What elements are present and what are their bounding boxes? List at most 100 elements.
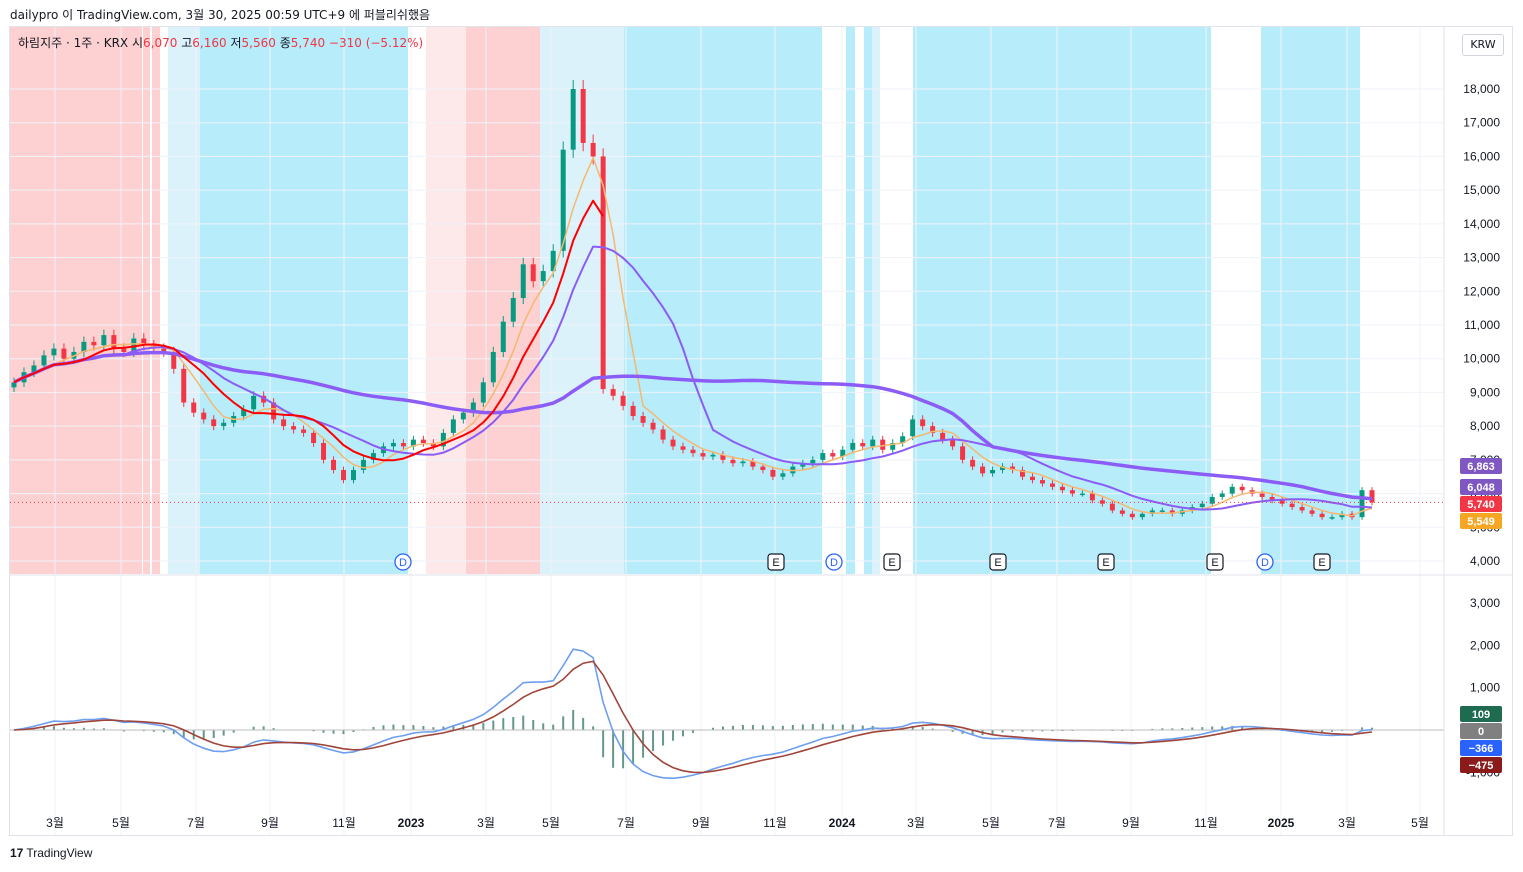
candle: [400, 443, 406, 447]
candle: [960, 446, 966, 460]
change-value: −310 (−5.12%): [328, 36, 424, 50]
price-tick-label: 4,000: [1470, 554, 1500, 568]
symbol-name[interactable]: 하림지주 · 1주 · KRX: [18, 36, 129, 50]
candle: [301, 429, 307, 433]
candle: [1000, 466, 1006, 470]
candle: [1159, 510, 1165, 512]
candle: [291, 426, 297, 430]
time-tick-label: 2025: [1268, 816, 1295, 830]
candle: [1119, 510, 1125, 514]
close-last-label-box: [1460, 496, 1502, 512]
candle: [191, 402, 197, 413]
candle: [610, 389, 616, 396]
candle: [490, 351, 496, 383]
high-label: 고: [181, 36, 193, 50]
candle: [141, 338, 147, 346]
dividend-marker-icon: [825, 553, 843, 571]
background-band: [152, 27, 160, 574]
time-tick-label: 5월: [982, 816, 1000, 830]
candle: [780, 473, 786, 477]
ma-red-line: [13, 199, 604, 462]
time-tick-label: 9월: [1122, 816, 1140, 830]
candle: [1129, 513, 1135, 518]
candle: [1149, 510, 1155, 514]
candle: [1139, 513, 1145, 518]
time-tick-label: 5월: [542, 816, 560, 830]
candle: [1369, 490, 1375, 503]
signal-line: [13, 660, 1373, 774]
candle: [1229, 486, 1235, 494]
candle: [690, 449, 696, 454]
signal-last-label-box: [1460, 757, 1502, 773]
candle: [890, 443, 896, 450]
candle: [750, 461, 756, 467]
macd-tick-label: 2,000: [1470, 638, 1500, 652]
candle: [510, 298, 516, 322]
candle: [101, 335, 107, 346]
candle: [530, 264, 536, 282]
close-label: 종: [279, 36, 291, 50]
candle: [810, 459, 816, 464]
candle: [251, 395, 257, 410]
time-tick-label: 7월: [617, 816, 635, 830]
currency-button[interactable]: KRW: [1462, 34, 1504, 56]
candle: [1109, 503, 1115, 511]
candle: [131, 338, 137, 352]
candle: [590, 142, 596, 157]
footer-brand[interactable]: 17 TradingView: [10, 846, 92, 860]
candle: [161, 348, 167, 352]
macd-last-label-box: [1460, 740, 1502, 756]
candle: [710, 454, 716, 457]
candle: [1039, 480, 1045, 484]
candle: [430, 443, 436, 447]
event-marker-label: E: [888, 557, 895, 569]
candle: [480, 382, 486, 403]
candle: [500, 321, 506, 352]
time-tick-label: 7월: [1048, 816, 1066, 830]
event-marker-label: E: [1318, 557, 1325, 569]
candle: [420, 439, 426, 443]
candle: [860, 443, 866, 447]
candle: [11, 382, 17, 388]
candle: [121, 348, 127, 352]
candle: [460, 412, 466, 420]
candle: [440, 432, 446, 447]
candle: [840, 449, 846, 457]
macd-tick-label: 1,000: [1470, 681, 1500, 695]
candle: [1269, 496, 1275, 501]
candle: [560, 149, 566, 251]
candle: [311, 432, 317, 443]
candle: [680, 446, 686, 450]
candle: [730, 459, 736, 464]
candle: [410, 439, 416, 447]
candle: [181, 368, 187, 403]
price-tick-label: 17,000: [1463, 116, 1500, 130]
candle: [950, 439, 956, 447]
candle: [271, 402, 277, 420]
background-band: [168, 27, 200, 574]
candle: [171, 351, 177, 369]
time-tick-label: 3월: [46, 816, 64, 830]
candle: [111, 335, 117, 349]
background-band: [143, 27, 150, 574]
background-band: [10, 27, 142, 574]
candle: [990, 469, 996, 474]
candle: [331, 459, 337, 470]
candle: [1309, 510, 1315, 514]
candle: [1329, 517, 1335, 519]
high-value: 6,160: [192, 36, 227, 50]
symbol-legend: 하림지주 · 1주 · KRX 시6,070 고6,160 저5,560 종5,…: [18, 34, 423, 51]
candle: [830, 453, 836, 457]
candle: [660, 429, 666, 440]
price-tick-label: 13,000: [1463, 251, 1500, 265]
zero-last-label-box: [1460, 723, 1502, 739]
chart-frame: [9, 26, 1513, 836]
candle: [600, 156, 606, 390]
candle: [51, 348, 57, 356]
time-tick-label: 11월: [763, 816, 787, 830]
candle: [450, 419, 456, 433]
candle: [390, 443, 396, 447]
candle: [1079, 493, 1085, 496]
last-value-labels: 6,863 6,048 5,740 5,549 109 0 −366 −475: [1460, 458, 1502, 773]
